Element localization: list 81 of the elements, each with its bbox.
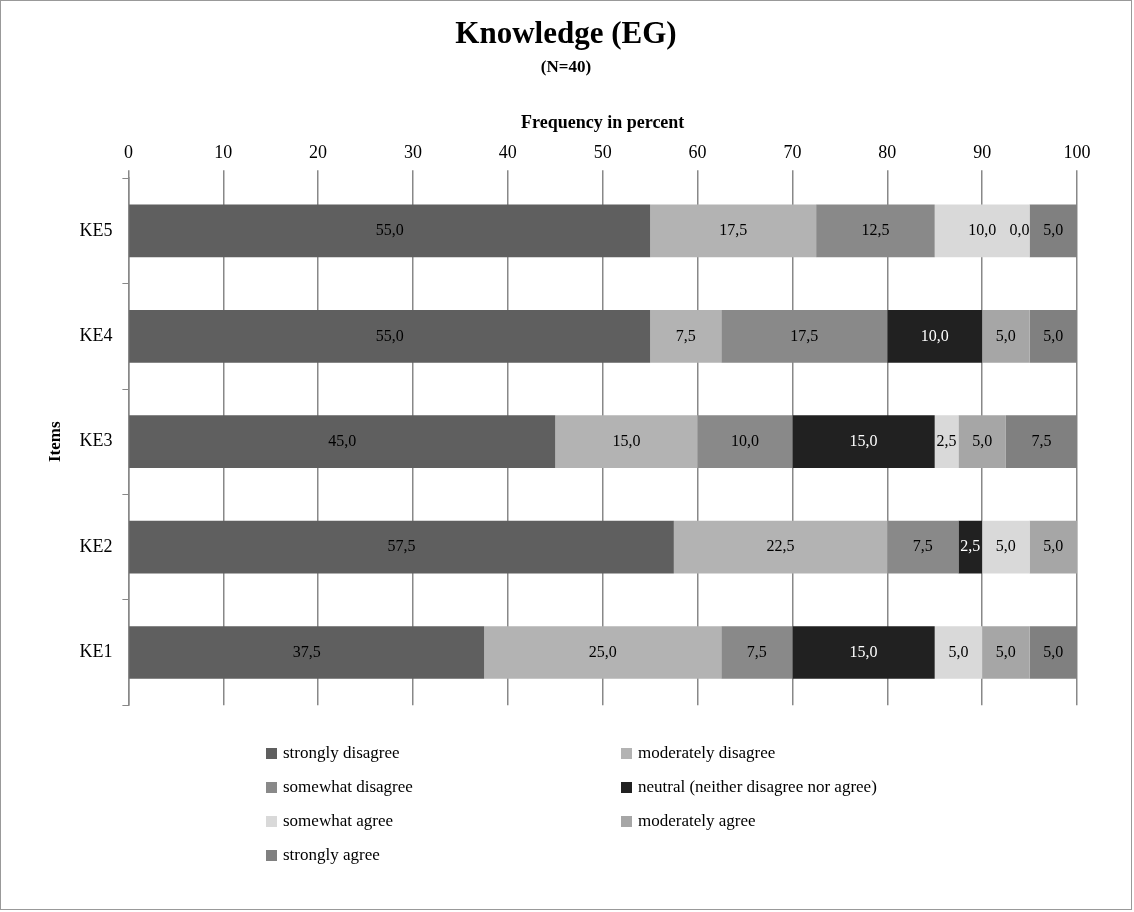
data-label: 15,0 <box>612 431 641 449</box>
data-label: 7,5 <box>912 537 933 555</box>
x-tick-label: 30 <box>403 142 422 163</box>
y-tick-label: KE3 <box>79 430 113 451</box>
x-tick-label: 40 <box>498 142 517 163</box>
bar <box>129 204 651 258</box>
data-label: 15,0 <box>849 642 878 660</box>
data-label: 5,0 <box>995 642 1016 660</box>
data-label: 45,0 <box>328 431 357 449</box>
y-axis-title: Items <box>44 421 64 462</box>
x-tick-label: 70 <box>783 142 802 163</box>
data-label: 5,0 <box>1043 221 1064 239</box>
data-label: 55,0 <box>375 326 404 344</box>
bar <box>934 626 983 679</box>
chart-subtitle: (N=40) <box>539 57 593 77</box>
data-label: 37,5 <box>292 642 321 660</box>
legend-label: somewhat disagree <box>283 777 413 797</box>
bar <box>650 204 817 258</box>
data-label: 10,0 <box>730 431 759 449</box>
x-tick-label: 20 <box>309 142 328 163</box>
data-label: 5,0 <box>948 642 969 660</box>
bar <box>958 415 1006 469</box>
bar <box>982 309 1030 363</box>
data-label: 55,0 <box>375 221 404 239</box>
data-label: 10,0 <box>920 326 949 344</box>
y-tick-label: KE5 <box>79 219 113 240</box>
data-label: 22,5 <box>766 537 795 555</box>
data-label: 5,0 <box>995 537 1016 555</box>
data-label: 5,0 <box>1043 642 1064 660</box>
legend-label: strongly disagree <box>283 743 400 763</box>
bar <box>958 520 983 574</box>
x-tick-label: 50 <box>593 142 612 163</box>
x-tick-label: 10 <box>214 142 233 163</box>
y-tick-label: KE1 <box>79 641 113 662</box>
x-tick-label: 100 <box>1063 142 1091 163</box>
bar <box>129 309 651 363</box>
legend-label: moderately disagree <box>638 743 776 763</box>
data-label: 5,0 <box>1043 537 1064 555</box>
bar <box>650 309 722 363</box>
bar <box>934 204 1030 258</box>
data-label: 57,5 <box>387 537 416 555</box>
data-label: 0,0 <box>1009 221 1030 239</box>
bar <box>129 415 556 469</box>
x-axis-title: Frequency in percent <box>521 112 685 133</box>
legend-label: strongly agree <box>283 845 380 865</box>
data-label: 7,5 <box>1031 431 1052 449</box>
data-label: 5,0 <box>1043 326 1064 344</box>
data-label: 7,5 <box>675 326 696 344</box>
bar <box>982 520 1030 574</box>
bar <box>673 520 888 574</box>
x-tick-label: 60 <box>688 142 707 163</box>
data-label: 5,0 <box>995 326 1016 344</box>
bar <box>982 626 1030 679</box>
x-tick-label: 80 <box>878 142 897 163</box>
data-label: 2,5 <box>960 537 981 555</box>
bar <box>129 520 674 574</box>
x-tick-label: 90 <box>973 142 992 163</box>
data-label: 10,0 <box>968 221 997 239</box>
y-tick-label: KE4 <box>79 325 113 346</box>
legend-label: moderately agree <box>638 811 756 831</box>
data-label: 15,0 <box>849 431 878 449</box>
bar <box>555 415 698 469</box>
bar <box>129 626 485 679</box>
data-label: 5,0 <box>972 431 993 449</box>
data-label: 17,5 <box>719 221 748 239</box>
bar <box>887 309 983 363</box>
data-label: 25,0 <box>588 642 617 660</box>
data-label: 17,5 <box>790 326 819 344</box>
legend-label: neutral (neither disagree nor agree) <box>638 777 877 797</box>
chart-title: Knowledge (EG) <box>454 15 678 51</box>
bar <box>1029 520 1077 574</box>
bar <box>721 626 793 679</box>
bar <box>792 626 935 679</box>
bar <box>792 415 935 469</box>
legend-label: somewhat agree <box>283 811 393 831</box>
data-label: 12,5 <box>861 221 890 239</box>
data-label: 7,5 <box>746 642 767 660</box>
x-tick-label: 0 <box>123 142 133 163</box>
data-label: 2,5 <box>936 431 957 449</box>
bar <box>484 626 722 679</box>
y-tick-label: KE2 <box>79 535 113 556</box>
